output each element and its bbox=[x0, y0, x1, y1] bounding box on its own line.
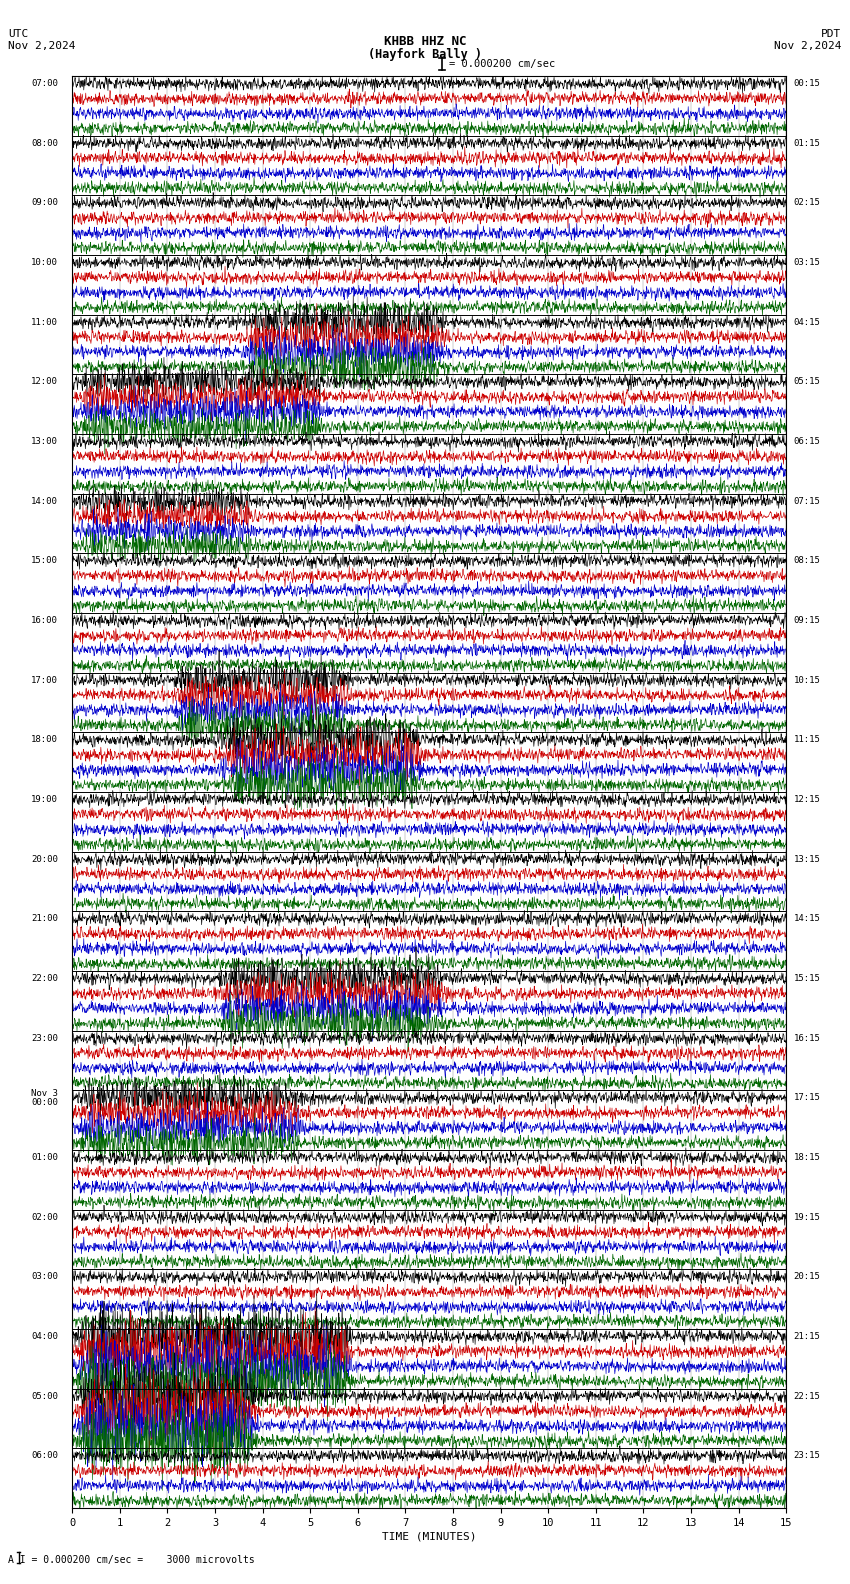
Text: 16:15: 16:15 bbox=[793, 1034, 820, 1042]
Text: 08:00: 08:00 bbox=[31, 139, 58, 147]
Text: 14:15: 14:15 bbox=[793, 914, 820, 923]
Text: 02:15: 02:15 bbox=[793, 198, 820, 208]
Text: 18:15: 18:15 bbox=[793, 1153, 820, 1163]
Text: Nov 3: Nov 3 bbox=[31, 1088, 58, 1098]
Text: 00:15: 00:15 bbox=[793, 79, 820, 89]
Text: 00:00: 00:00 bbox=[31, 1098, 58, 1107]
Text: 01:00: 01:00 bbox=[31, 1153, 58, 1163]
X-axis label: TIME (MINUTES): TIME (MINUTES) bbox=[382, 1532, 477, 1541]
Text: KHBB HHZ NC: KHBB HHZ NC bbox=[383, 35, 467, 48]
Text: 17:00: 17:00 bbox=[31, 676, 58, 684]
Text: 17:15: 17:15 bbox=[793, 1093, 820, 1102]
Text: 21:15: 21:15 bbox=[793, 1332, 820, 1342]
Text: 15:15: 15:15 bbox=[793, 974, 820, 984]
Text: = 0.000200 cm/sec: = 0.000200 cm/sec bbox=[449, 59, 555, 68]
Text: 01:15: 01:15 bbox=[793, 139, 820, 147]
Text: 08:15: 08:15 bbox=[793, 556, 820, 565]
Text: 03:15: 03:15 bbox=[793, 258, 820, 268]
Text: 11:00: 11:00 bbox=[31, 318, 58, 326]
Text: 07:00: 07:00 bbox=[31, 79, 58, 89]
Text: 14:00: 14:00 bbox=[31, 497, 58, 505]
Text: UTC: UTC bbox=[8, 29, 29, 38]
Text: 11:15: 11:15 bbox=[793, 735, 820, 744]
Text: 06:00: 06:00 bbox=[31, 1451, 58, 1460]
Text: 12:15: 12:15 bbox=[793, 795, 820, 805]
Text: 16:00: 16:00 bbox=[31, 616, 58, 626]
Text: 15:00: 15:00 bbox=[31, 556, 58, 565]
Text: 06:15: 06:15 bbox=[793, 437, 820, 447]
Text: 10:15: 10:15 bbox=[793, 676, 820, 684]
Text: A I = 0.000200 cm/sec =    3000 microvolts: A I = 0.000200 cm/sec = 3000 microvolts bbox=[8, 1555, 255, 1565]
Text: 04:00: 04:00 bbox=[31, 1332, 58, 1342]
Text: 18:00: 18:00 bbox=[31, 735, 58, 744]
Text: 05:00: 05:00 bbox=[31, 1392, 58, 1400]
Text: Nov 2,2024: Nov 2,2024 bbox=[774, 41, 842, 51]
Text: 22:00: 22:00 bbox=[31, 974, 58, 984]
Text: 23:00: 23:00 bbox=[31, 1034, 58, 1042]
Text: 22:15: 22:15 bbox=[793, 1392, 820, 1400]
Text: 20:15: 20:15 bbox=[793, 1272, 820, 1281]
Text: 03:00: 03:00 bbox=[31, 1272, 58, 1281]
Text: 09:15: 09:15 bbox=[793, 616, 820, 626]
Text: 23:15: 23:15 bbox=[793, 1451, 820, 1460]
Text: 21:00: 21:00 bbox=[31, 914, 58, 923]
Text: 04:15: 04:15 bbox=[793, 318, 820, 326]
Text: (Hayfork Bally ): (Hayfork Bally ) bbox=[368, 48, 482, 60]
Text: 13:00: 13:00 bbox=[31, 437, 58, 447]
Text: 12:00: 12:00 bbox=[31, 377, 58, 386]
Text: 20:00: 20:00 bbox=[31, 855, 58, 863]
Text: 09:00: 09:00 bbox=[31, 198, 58, 208]
Text: 02:00: 02:00 bbox=[31, 1213, 58, 1221]
Text: Nov 2,2024: Nov 2,2024 bbox=[8, 41, 76, 51]
Text: 13:15: 13:15 bbox=[793, 855, 820, 863]
Text: 07:15: 07:15 bbox=[793, 497, 820, 505]
Text: 19:00: 19:00 bbox=[31, 795, 58, 805]
Text: 19:15: 19:15 bbox=[793, 1213, 820, 1221]
Text: 10:00: 10:00 bbox=[31, 258, 58, 268]
Text: 05:15: 05:15 bbox=[793, 377, 820, 386]
Text: PDT: PDT bbox=[821, 29, 842, 38]
